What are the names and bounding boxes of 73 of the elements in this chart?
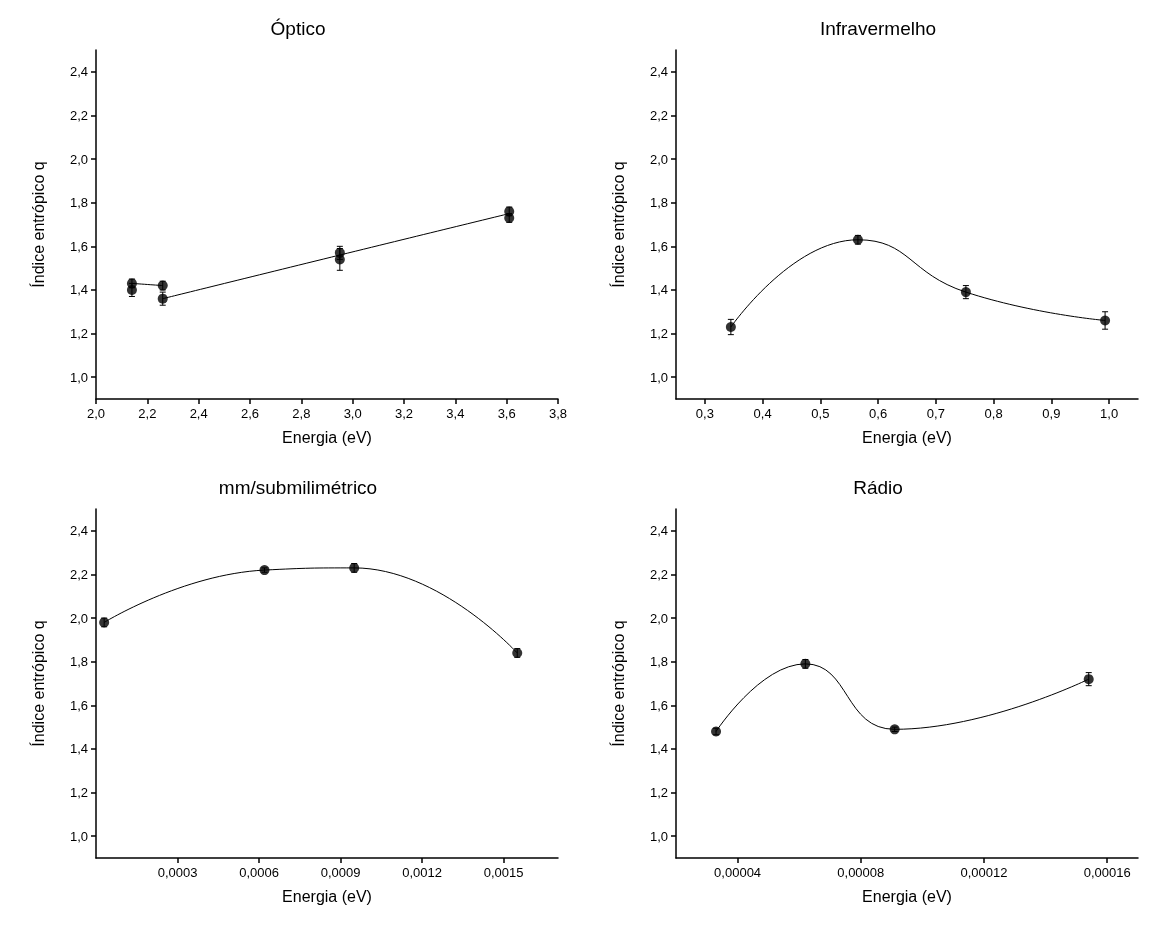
x-tick-label: 0,0015 bbox=[483, 865, 524, 880]
x-tick-label: 0,9 bbox=[1042, 406, 1061, 421]
chart-title: Óptico bbox=[270, 18, 326, 39]
x-tick-label: 2,8 bbox=[292, 406, 311, 421]
x-tick-label: 3,0 bbox=[343, 406, 362, 421]
x-tick-label: 0,00008 bbox=[837, 865, 885, 880]
y-axis-title: Índice entrópico q bbox=[28, 161, 47, 288]
x-tick-label: 3,6 bbox=[497, 406, 516, 421]
y-tick-label: 1,0 bbox=[649, 369, 668, 385]
y-tick-label: 2,0 bbox=[649, 610, 668, 626]
chart-title: mm/submilimétrico bbox=[218, 477, 378, 498]
y-tick-label: 1,2 bbox=[69, 785, 88, 801]
y-tick-label: 2,4 bbox=[69, 523, 88, 539]
y-tick-label: 1,2 bbox=[649, 326, 668, 342]
x-tick-label: 0,3 bbox=[695, 406, 714, 421]
y-tick-label: 1,4 bbox=[69, 282, 88, 298]
x-axis-title: Energia (eV) bbox=[282, 887, 372, 905]
x-tick-label: 0,5 bbox=[811, 406, 830, 421]
y-tick-label: 1,8 bbox=[649, 195, 668, 211]
x-tick-label: 2,2 bbox=[138, 406, 157, 421]
y-tick-label: 1,2 bbox=[69, 326, 88, 342]
y-tick-label: 1,6 bbox=[69, 697, 88, 713]
y-tick-label: 1,0 bbox=[649, 828, 668, 844]
y-tick-label: 2,2 bbox=[649, 107, 668, 123]
y-tick-label: 1,2 bbox=[649, 785, 668, 801]
x-axis-title: Energia (eV) bbox=[862, 887, 952, 905]
y-tick-label: 1,8 bbox=[649, 654, 668, 670]
y-tick-label: 2,0 bbox=[649, 151, 668, 167]
x-tick-label: 0,6 bbox=[869, 406, 888, 421]
x-tick-label: 0,00004 bbox=[714, 865, 762, 880]
y-tick-label: 2,2 bbox=[649, 566, 668, 582]
y-tick-label: 1,6 bbox=[649, 697, 668, 713]
y-tick-label: 1,0 bbox=[69, 369, 88, 385]
x-axis-title: Energia (eV) bbox=[282, 428, 372, 446]
x-tick-label: 0,7 bbox=[926, 406, 945, 421]
y-tick-label: 1,6 bbox=[69, 238, 88, 254]
x-tick-label: 0,00016 bbox=[1083, 865, 1131, 880]
y-axis-title: Índice entrópico q bbox=[608, 161, 627, 288]
y-tick-label: 1,8 bbox=[69, 195, 88, 211]
x-tick-label: 2,4 bbox=[189, 406, 208, 421]
y-tick-label: 2,4 bbox=[649, 523, 668, 539]
y-tick-label: 1,6 bbox=[649, 238, 668, 254]
y-axis-title: Índice entrópico q bbox=[28, 620, 47, 747]
x-tick-label: 0,00012 bbox=[960, 865, 1008, 880]
chart-title: Infravermelho bbox=[819, 18, 937, 39]
y-tick-label: 1,8 bbox=[69, 654, 88, 670]
y-tick-label: 2,2 bbox=[69, 566, 88, 582]
x-tick-label: 0,0009 bbox=[320, 865, 361, 880]
y-axis-title: Índice entrópico q bbox=[608, 620, 627, 747]
chart-title: Rádio bbox=[853, 477, 903, 498]
x-tick-label: 1,0 bbox=[1100, 406, 1119, 421]
x-tick-label: 0,8 bbox=[984, 406, 1003, 421]
x-tick-label: 0,0003 bbox=[157, 865, 198, 880]
y-tick-label: 2,0 bbox=[69, 610, 88, 626]
x-tick-label: 3,4 bbox=[446, 406, 465, 421]
y-tick-label: 2,0 bbox=[69, 151, 88, 167]
x-tick-label: 3,8 bbox=[548, 406, 568, 421]
x-tick-label: 2,0 bbox=[86, 406, 106, 421]
x-tick-label: 0,0012 bbox=[402, 865, 442, 880]
y-tick-label: 1,4 bbox=[649, 282, 668, 298]
y-tick-label: 2,4 bbox=[649, 64, 668, 80]
point bbox=[1100, 315, 1111, 326]
y-tick-label: 2,2 bbox=[69, 107, 88, 123]
x-tick-label: 0,4 bbox=[753, 406, 772, 421]
y-tick-label: 1,4 bbox=[69, 741, 88, 757]
x-tick-label: 0,0006 bbox=[239, 865, 279, 880]
y-tick-label: 1,4 bbox=[649, 741, 668, 757]
y-tick-label: 1,0 bbox=[69, 828, 88, 844]
y-tick-label: 2,4 bbox=[69, 64, 88, 80]
point bbox=[725, 322, 736, 333]
x-tick-label: 2,6 bbox=[240, 406, 260, 421]
x-tick-label: 3,2 bbox=[394, 406, 414, 421]
x-axis-title: Energia (eV) bbox=[862, 428, 952, 446]
